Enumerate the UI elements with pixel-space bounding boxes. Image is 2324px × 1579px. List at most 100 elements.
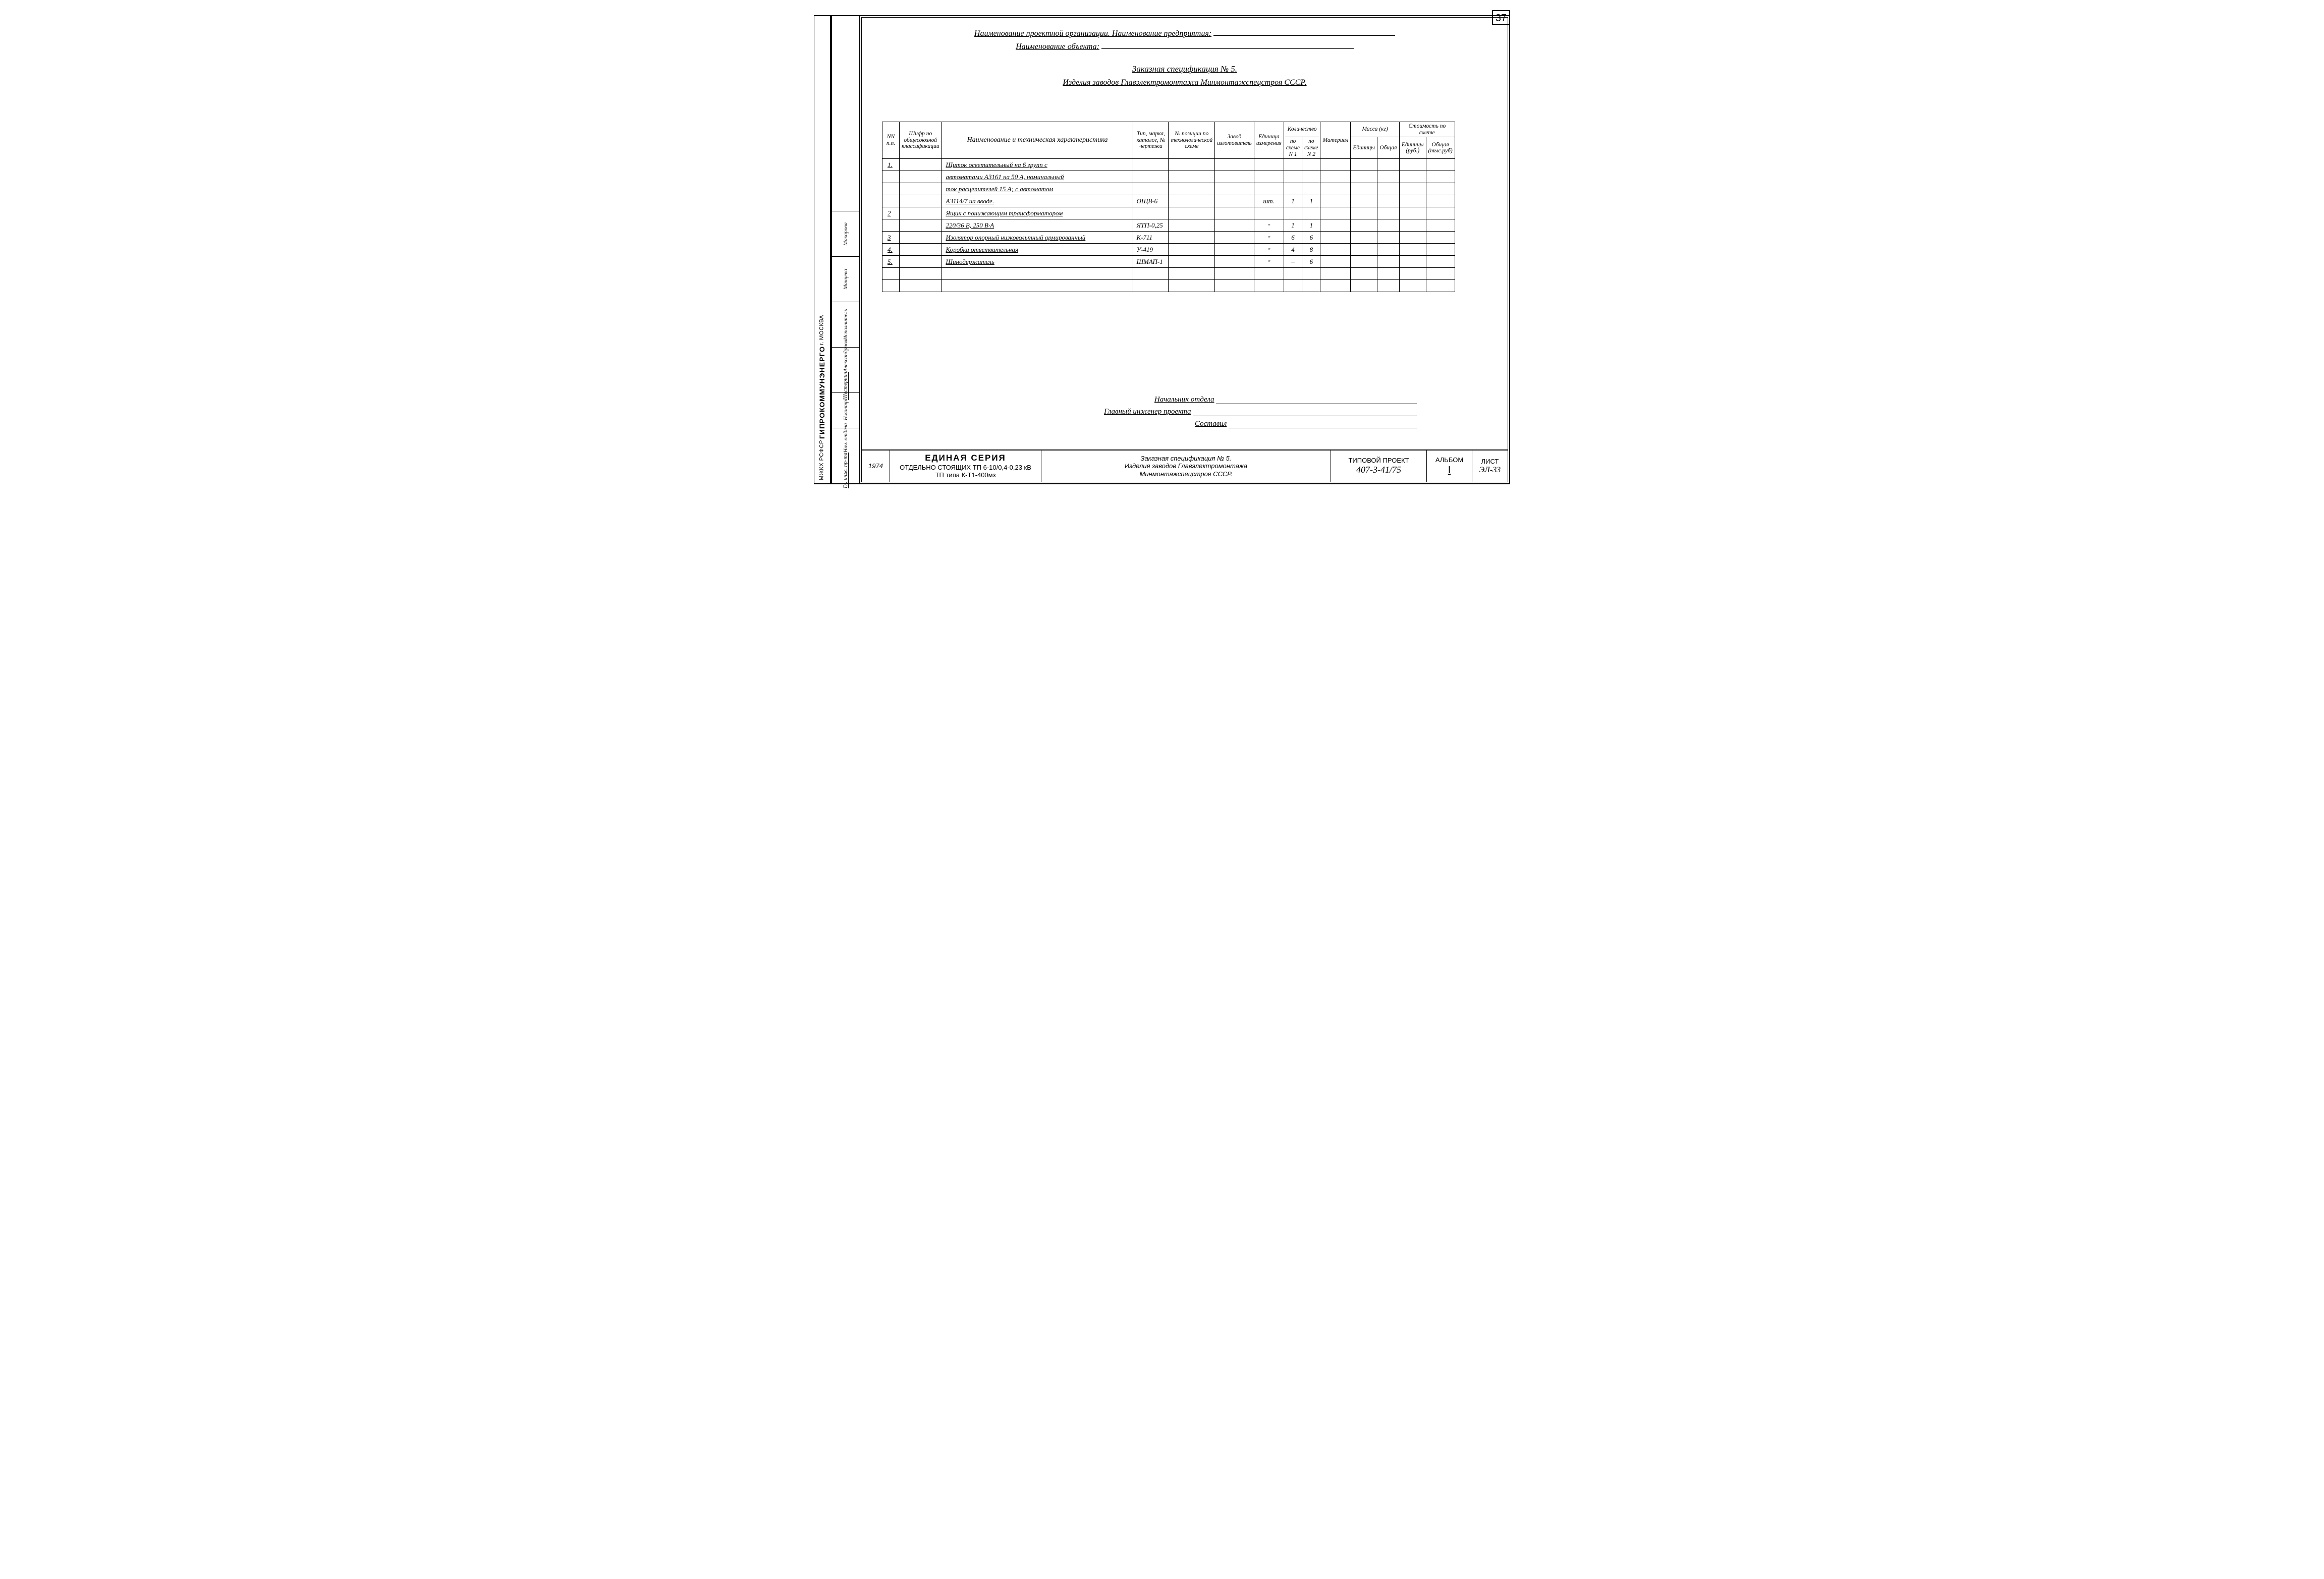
- cell: [1215, 256, 1254, 268]
- cell: [1169, 159, 1215, 171]
- cell: [1215, 171, 1254, 183]
- cell: [1169, 280, 1215, 292]
- cell: [1351, 171, 1377, 183]
- tb-proj-code: 407-3-41/75: [1356, 465, 1401, 476]
- cell: [1399, 268, 1426, 280]
- cell: [1399, 232, 1426, 244]
- cell: [882, 280, 900, 292]
- cell: [1320, 280, 1351, 292]
- cell: [1426, 268, 1455, 280]
- cell: [882, 268, 900, 280]
- cell: [1426, 232, 1455, 244]
- cell: [1426, 159, 1455, 171]
- cell: [1215, 280, 1254, 292]
- approval-cell: ШестернинАлександрова: [831, 347, 859, 392]
- table-row: автоматами А3161 на 50 А, номинальный: [882, 171, 1455, 183]
- cell: [1399, 244, 1426, 256]
- cell: [882, 183, 900, 195]
- cell: [1351, 207, 1377, 219]
- cell: [1399, 207, 1426, 219]
- cell: [1377, 256, 1399, 268]
- col-qty: Количество: [1284, 122, 1320, 137]
- tb-series-l3: ТП типа К-Т1-400мз: [935, 471, 996, 479]
- cell: [1426, 195, 1455, 207]
- cell: [1254, 159, 1284, 171]
- cell: [1254, 183, 1284, 195]
- table-row: 1.Щиток осветительный на 6 групп с: [882, 159, 1455, 171]
- cell: [1377, 195, 1399, 207]
- cell: –: [1284, 256, 1302, 268]
- cell: [1399, 280, 1426, 292]
- cell: [1399, 195, 1426, 207]
- cell: [1302, 280, 1320, 292]
- tb-title: Заказная спецификация № 5. Изделия завод…: [1041, 450, 1331, 482]
- cell: 8: [1302, 244, 1320, 256]
- cell: 6: [1302, 256, 1320, 268]
- cell: [1399, 171, 1426, 183]
- cell: [1399, 159, 1426, 171]
- cell: [1399, 219, 1426, 232]
- cell: [900, 244, 942, 256]
- cell: [1320, 195, 1351, 207]
- header-object-blank: [1101, 38, 1354, 49]
- cell: [1377, 268, 1399, 280]
- tb-album-value: I: [1448, 464, 1451, 476]
- cell: 4.: [882, 244, 900, 256]
- cell: [1320, 207, 1351, 219]
- cell: У-419: [1133, 244, 1169, 256]
- cell: автоматами А3161 на 50 А, номинальный: [942, 171, 1133, 183]
- table-row: [882, 280, 1455, 292]
- col-mass: Масса (кг): [1351, 122, 1400, 137]
- col-material: Материал: [1320, 122, 1351, 159]
- cell: [1399, 183, 1426, 195]
- cell: ״: [1254, 244, 1284, 256]
- cell: ״: [1254, 232, 1284, 244]
- cell: [1133, 207, 1169, 219]
- tb-series-l2: ОТДЕЛЬНО СТОЯЩИХ ТП 6-10/0,4-0,23 кВ: [900, 464, 1031, 472]
- cell: [1426, 256, 1455, 268]
- cell: 3: [882, 232, 900, 244]
- cell: Ящик с понижающим трансформатором: [942, 207, 1133, 219]
- table-row: 5.ШинодержательШМАП-1״–6: [882, 256, 1455, 268]
- sig-line: [1229, 419, 1417, 428]
- cell: [900, 195, 942, 207]
- cell: [1302, 268, 1320, 280]
- col-nn: NN п.п.: [882, 122, 900, 159]
- tb-title-l3: Минмонтажспецстроя СССР.: [1139, 470, 1232, 478]
- tb-album: АЛЬБОМ I: [1427, 450, 1472, 482]
- cell: [1377, 232, 1399, 244]
- cell: [882, 195, 900, 207]
- cell: [1351, 268, 1377, 280]
- cell: Шинодержатель: [942, 256, 1133, 268]
- col-factory: Завод изготовитель: [1215, 122, 1254, 159]
- cell: 1: [1284, 219, 1302, 232]
- cell: [1377, 171, 1399, 183]
- cell: [1351, 232, 1377, 244]
- cell: [1351, 159, 1377, 171]
- signatures-block: Начальник отдела Главный инженер проекта…: [1074, 392, 1417, 431]
- cell: [1377, 207, 1399, 219]
- cell: [1320, 256, 1351, 268]
- cell: [1254, 280, 1284, 292]
- title-block: 1974 ЕДИНАЯ СЕРИЯ ОТДЕЛЬНО СТОЯЩИХ ТП 6-…: [862, 449, 1508, 482]
- header-org-blank: [1213, 25, 1395, 36]
- cell: [1133, 280, 1169, 292]
- col-qty-1: по схеме N 1: [1284, 137, 1302, 159]
- cell: [900, 256, 942, 268]
- cell: [1169, 207, 1215, 219]
- org-line2: ГИПРОКОММУНЭНЕРГО: [818, 346, 826, 439]
- cell: [1215, 207, 1254, 219]
- cell: 5.: [882, 256, 900, 268]
- cell: ״: [1254, 219, 1284, 232]
- cell: [1302, 159, 1320, 171]
- header-object-text: Наименование объекта:: [1016, 42, 1099, 51]
- cell: [1351, 280, 1377, 292]
- cell: [900, 232, 942, 244]
- col-name: Наименование и техническая характеристик…: [942, 122, 1133, 159]
- cell: [900, 183, 942, 195]
- cell: [1320, 268, 1351, 280]
- cell: [1320, 183, 1351, 195]
- cell: [900, 171, 942, 183]
- cell: [1169, 183, 1215, 195]
- cell: [1351, 195, 1377, 207]
